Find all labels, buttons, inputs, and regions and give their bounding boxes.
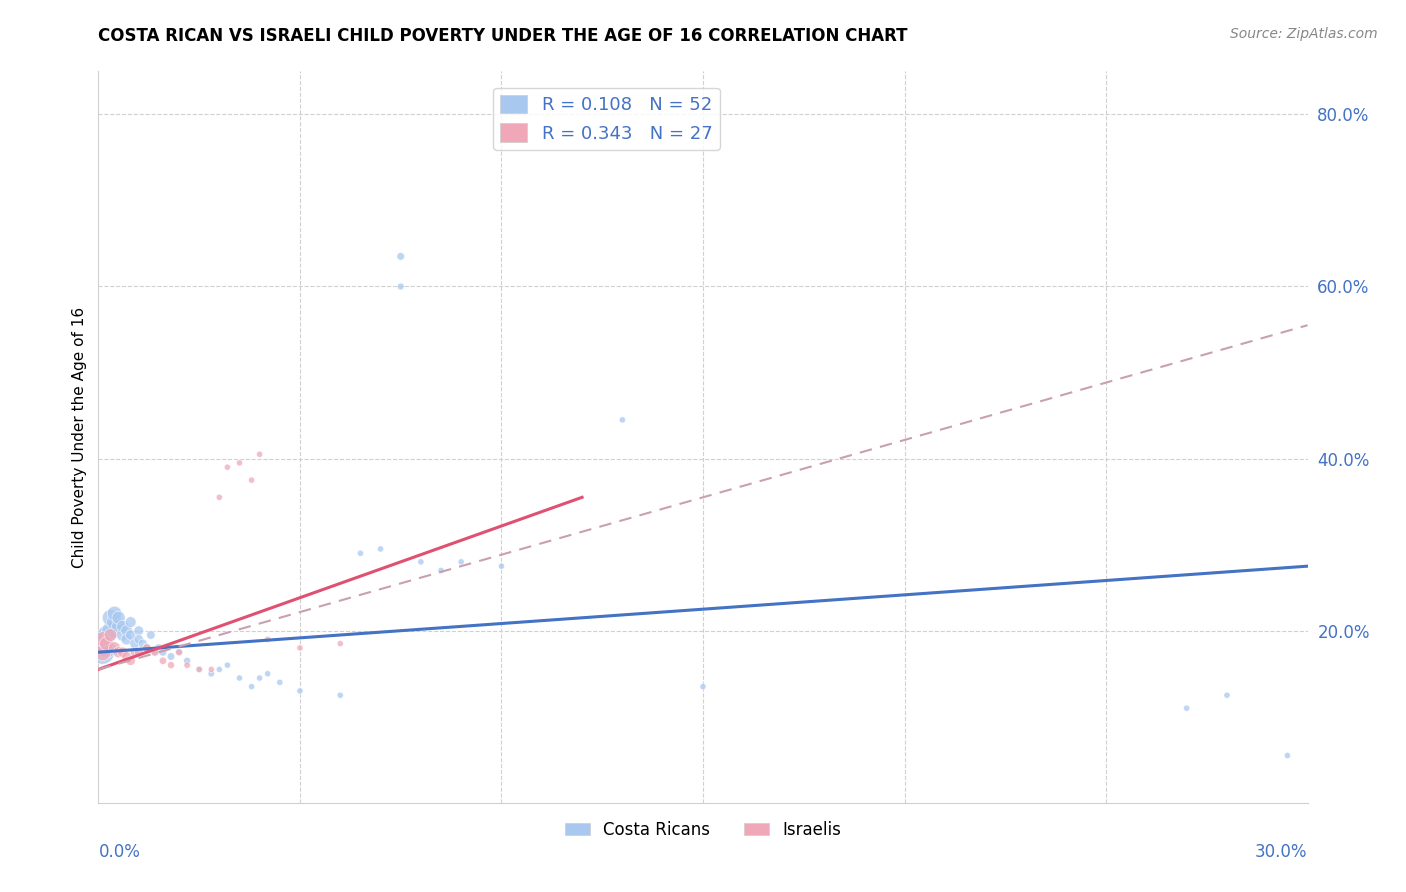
Point (120, 628, 142, 642)
Point (217, 460, 239, 475)
Point (120, 615, 142, 629)
Point (256, 666, 278, 681)
Point (148, 640, 170, 655)
Point (96, 637, 118, 651)
Point (249, 447, 271, 461)
Point (143, 645, 166, 659)
Text: COSTA RICAN VS ISRAELI CHILD POVERTY UNDER THE AGE OF 16 CORRELATION CHART: COSTA RICAN VS ISRAELI CHILD POVERTY UND… (98, 27, 908, 45)
Point (96, 640, 118, 655)
Point (240, 680, 263, 694)
Point (188, 662, 211, 676)
Point (128, 624, 150, 638)
Point (389, 279, 412, 293)
Point (103, 640, 125, 655)
Point (115, 649, 138, 664)
Point (139, 628, 162, 642)
Point (128, 645, 150, 659)
Point (200, 662, 222, 676)
Point (692, 680, 714, 694)
Point (103, 607, 125, 621)
Point (107, 645, 129, 659)
Point (103, 615, 125, 629)
Point (409, 555, 432, 569)
Point (160, 649, 183, 664)
Point (96, 628, 118, 642)
Point (269, 675, 291, 690)
Point (1175, 701, 1198, 715)
Point (167, 645, 190, 659)
Point (491, 559, 513, 574)
Point (128, 632, 150, 647)
Point (228, 456, 250, 470)
Text: 0.0%: 0.0% (98, 843, 141, 861)
Point (100, 624, 122, 638)
Point (135, 640, 157, 655)
Point (152, 654, 174, 668)
Point (152, 645, 174, 659)
Point (329, 688, 352, 702)
Point (256, 632, 278, 647)
Point (208, 491, 231, 505)
Point (91, 632, 114, 647)
Point (167, 645, 190, 659)
Point (288, 684, 311, 698)
Point (91, 645, 114, 659)
Point (115, 632, 138, 647)
Point (349, 546, 371, 560)
Point (111, 628, 134, 642)
Point (249, 671, 271, 685)
Point (288, 640, 311, 655)
Point (176, 658, 198, 673)
Point (430, 564, 453, 578)
Point (107, 619, 129, 633)
Point (115, 624, 138, 638)
Point (612, 413, 634, 427)
Point (124, 645, 146, 659)
Point (1277, 748, 1299, 763)
Point (132, 637, 155, 651)
Point (208, 662, 231, 676)
Point (389, 249, 412, 263)
Point (240, 473, 263, 487)
Point (111, 645, 134, 659)
Point (370, 541, 392, 556)
Point (135, 640, 157, 655)
Point (160, 658, 183, 673)
Point (107, 611, 129, 625)
Point (124, 637, 146, 651)
Point (450, 555, 472, 569)
Point (200, 666, 222, 681)
Text: 30.0%: 30.0% (1256, 843, 1308, 861)
Point (100, 611, 122, 625)
Point (217, 658, 239, 673)
Point (91, 645, 114, 659)
Text: Source: ZipAtlas.com: Source: ZipAtlas.com (1230, 27, 1378, 41)
Legend: Costa Ricans, Israelis: Costa Ricans, Israelis (558, 814, 848, 846)
Point (188, 662, 211, 676)
Point (143, 645, 166, 659)
Point (1216, 688, 1239, 702)
Point (176, 654, 198, 668)
Point (329, 637, 352, 651)
Point (91, 637, 114, 651)
Y-axis label: Child Poverty Under the Age of 16: Child Poverty Under the Age of 16 (72, 307, 87, 567)
Point (100, 628, 122, 642)
Point (228, 671, 250, 685)
Point (111, 619, 134, 633)
Point (120, 654, 142, 668)
